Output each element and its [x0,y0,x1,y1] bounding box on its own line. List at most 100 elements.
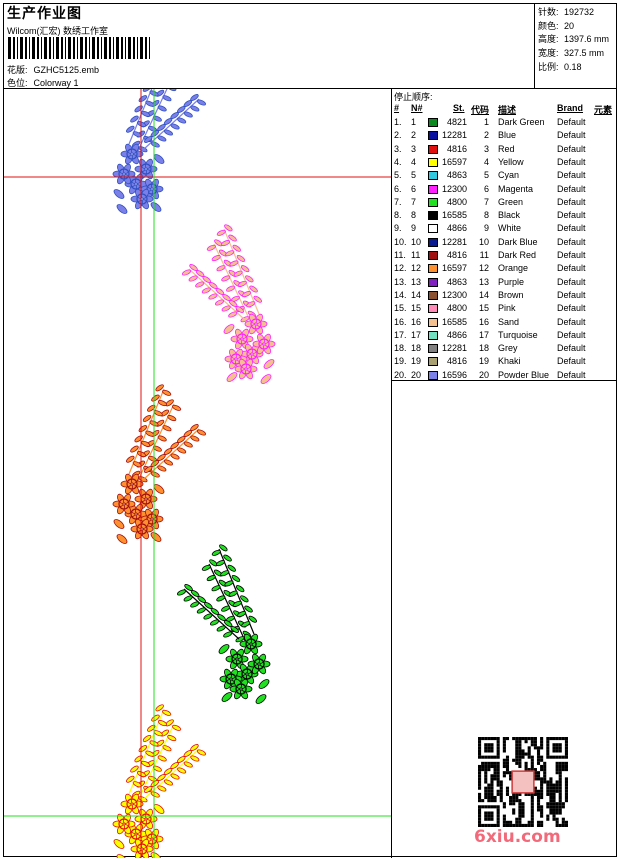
table-row: 12. 12 16597 12 Orange Default [392,263,617,276]
row-description: Turquoise [498,329,538,340]
row-code: 11 [479,250,489,260]
table-row: 1. 1 4821 1 Dark Green Default [392,117,617,130]
row-color-swatch [428,144,438,154]
stats-box: 针数: 192732 颜色: 20 高度: 1397.6 mm 宽度: 327.5 mm… [534,4,618,88]
stat-width-value: 327.5 mm [564,48,605,58]
row-color-swatch [428,157,438,167]
row-stitches: 4821 [446,117,467,127]
header-desc: 描述 [498,105,517,115]
table-row: 2. 2 12281 2 Blue Default [392,130,617,143]
row-code: 15 [478,303,489,314]
header-elem: 元素 [594,105,613,115]
stat-scale: 比例: 0.18 [538,60,582,73]
table-row: 13. 13 4863 13 Purple Default [392,277,617,290]
yellow-sprig-motif [112,704,207,858]
row-color-swatch [428,197,438,207]
row-brand: Default [557,170,586,181]
table-row: 8. 8 16585 8 Black Default [392,210,617,223]
row-description: Green [498,196,524,207]
row-stitches: 4863 [446,276,467,287]
row-description: Dark Green [498,117,545,127]
stat-stitches-label: 针数: [538,7,559,17]
header-idx: # [394,103,400,113]
color-table-header: # N# St. 代码 描述 Brand 元素 [392,103,617,115]
row-code: 2 [483,130,489,141]
row-needle: 9 [411,223,417,234]
row-needle: 2 [411,130,417,141]
row-description: Pink [498,303,516,314]
row-stitches: 12281 [442,130,468,141]
row-index: 18. [394,343,407,354]
row-index: 6. [394,183,402,194]
row-needle: 10 [411,236,422,247]
row-needle: 18 [411,343,422,354]
table-row: 10. 10 12281 10 Dark Blue Default [392,237,617,250]
colorway-name: Colorway 1 [33,78,79,88]
row-description: Blue [498,130,517,141]
row-description: Brown [498,289,524,300]
row-needle: 6 [411,183,417,194]
row-brand: Default [557,130,586,141]
stat-width-label: 宽度: [538,48,559,58]
stat-height: 高度: 1397.6 mm [538,32,609,45]
header-brand: Brand [557,103,584,113]
table-row: 19. 19 4816 19 Khaki Default [392,356,617,369]
row-description: Orange [498,263,529,274]
row-description: Khaki [498,356,521,367]
stat-scale-label: 比例: [538,62,559,72]
panel-divider [391,88,392,858]
stop-sequence-title: 停止顺序: [394,92,433,102]
row-color-swatch [428,264,438,274]
row-stitches: 16585 [442,316,468,327]
row-description: Yellow [498,156,524,167]
stat-height-value: 1397.6 mm [564,34,610,44]
row-stitches: 12300 [442,289,468,300]
row-brand: Default [557,183,586,194]
orange-sprig-motif [112,384,207,544]
row-brand: Default [557,303,586,314]
row-brand: Default [557,223,586,234]
row-color-swatch [428,290,438,300]
row-index: 11. [394,250,406,260]
page-title: 生产作业图 [7,5,82,21]
row-needle: 16 [411,316,422,327]
row-code: 3 [483,143,489,154]
row-color-swatch [428,131,438,141]
qr-code [478,737,568,827]
row-description: Powder Blue [498,369,550,380]
row-code: 8 [483,210,489,221]
header-n: N# [411,103,423,113]
row-index: 4. [394,156,402,167]
row-description: Magenta [498,183,534,194]
row-needle: 13 [411,276,422,287]
row-brand: Default [557,369,586,380]
barcode [8,37,150,59]
row-stitches: 12281 [442,236,468,247]
row-needle: 1 [411,117,417,127]
row-index: 9. [394,223,402,234]
row-needle: 3 [411,143,417,154]
row-description: Dark Red [498,250,537,260]
colorway-label: 色位: [7,78,28,88]
row-needle: 7 [411,196,417,207]
stat-scale-value: 0.18 [564,62,582,72]
embroidery-preview [4,89,391,858]
row-needle: 20 [411,369,422,380]
row-color-swatch [428,224,438,234]
table-row: 17. 17 4866 17 Turquoise Default [392,330,617,343]
table-row: 11. 11 4816 11 Dark Red Default [392,250,617,263]
design-file-name: GZHC5125.emb [33,65,100,75]
row-description: Grey [498,343,518,354]
row-description: Red [498,143,515,154]
table-row: 14. 14 12300 14 Brown Default [392,290,617,303]
company-name: Wilcom(汇宏) 数绣工作室 [7,26,108,36]
sand-sprig-motif [181,224,276,384]
stat-stitches: 针数: 192732 [538,5,594,18]
row-index: 20. [394,369,407,380]
table-row: 3. 3 4816 3 Red Default [392,144,617,157]
row-index: 13. [394,276,407,287]
row-brand: Default [557,343,586,354]
table-row: 18. 18 12281 18 Grey Default [392,343,617,356]
row-index: 7. [394,196,402,207]
row-index: 10. [394,236,407,247]
